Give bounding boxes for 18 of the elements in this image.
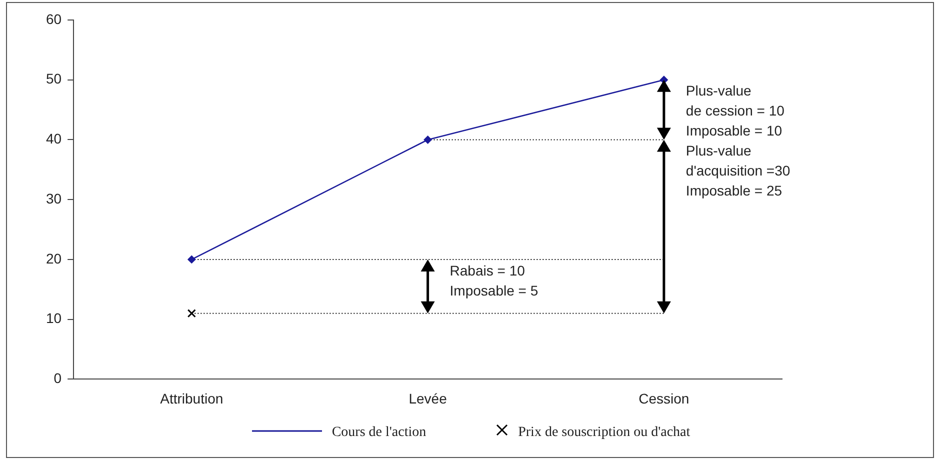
y-tick-label: 30 <box>46 190 62 206</box>
y-tick-label: 0 <box>54 370 62 386</box>
x-tick-label: Attribution <box>160 390 224 406</box>
point <box>188 255 196 264</box>
point <box>424 136 432 144</box>
point <box>187 309 196 318</box>
y-tick-label: 40 <box>46 130 62 147</box>
x-tick-label: Levée <box>408 390 448 406</box>
legend-label: Prix de souscription ou d'achat <box>518 424 690 440</box>
x-tick-label: Cession <box>638 390 690 406</box>
y-tick-label: 60 <box>46 10 62 27</box>
legend-label: Cours de l'action <box>332 424 426 440</box>
annotation: Plus-value de cession = 10 Imposable = 10 <box>686 82 785 139</box>
y-tick-label: 10 <box>46 310 62 326</box>
annotation: Rabais = 10 Imposable = 5 <box>450 262 538 298</box>
y-tick-label: 20 <box>46 250 62 266</box>
y-tick-label: 50 <box>46 70 62 87</box>
annotation: Plus-value d'acquisition =30 Imposable = 25 <box>686 142 790 199</box>
